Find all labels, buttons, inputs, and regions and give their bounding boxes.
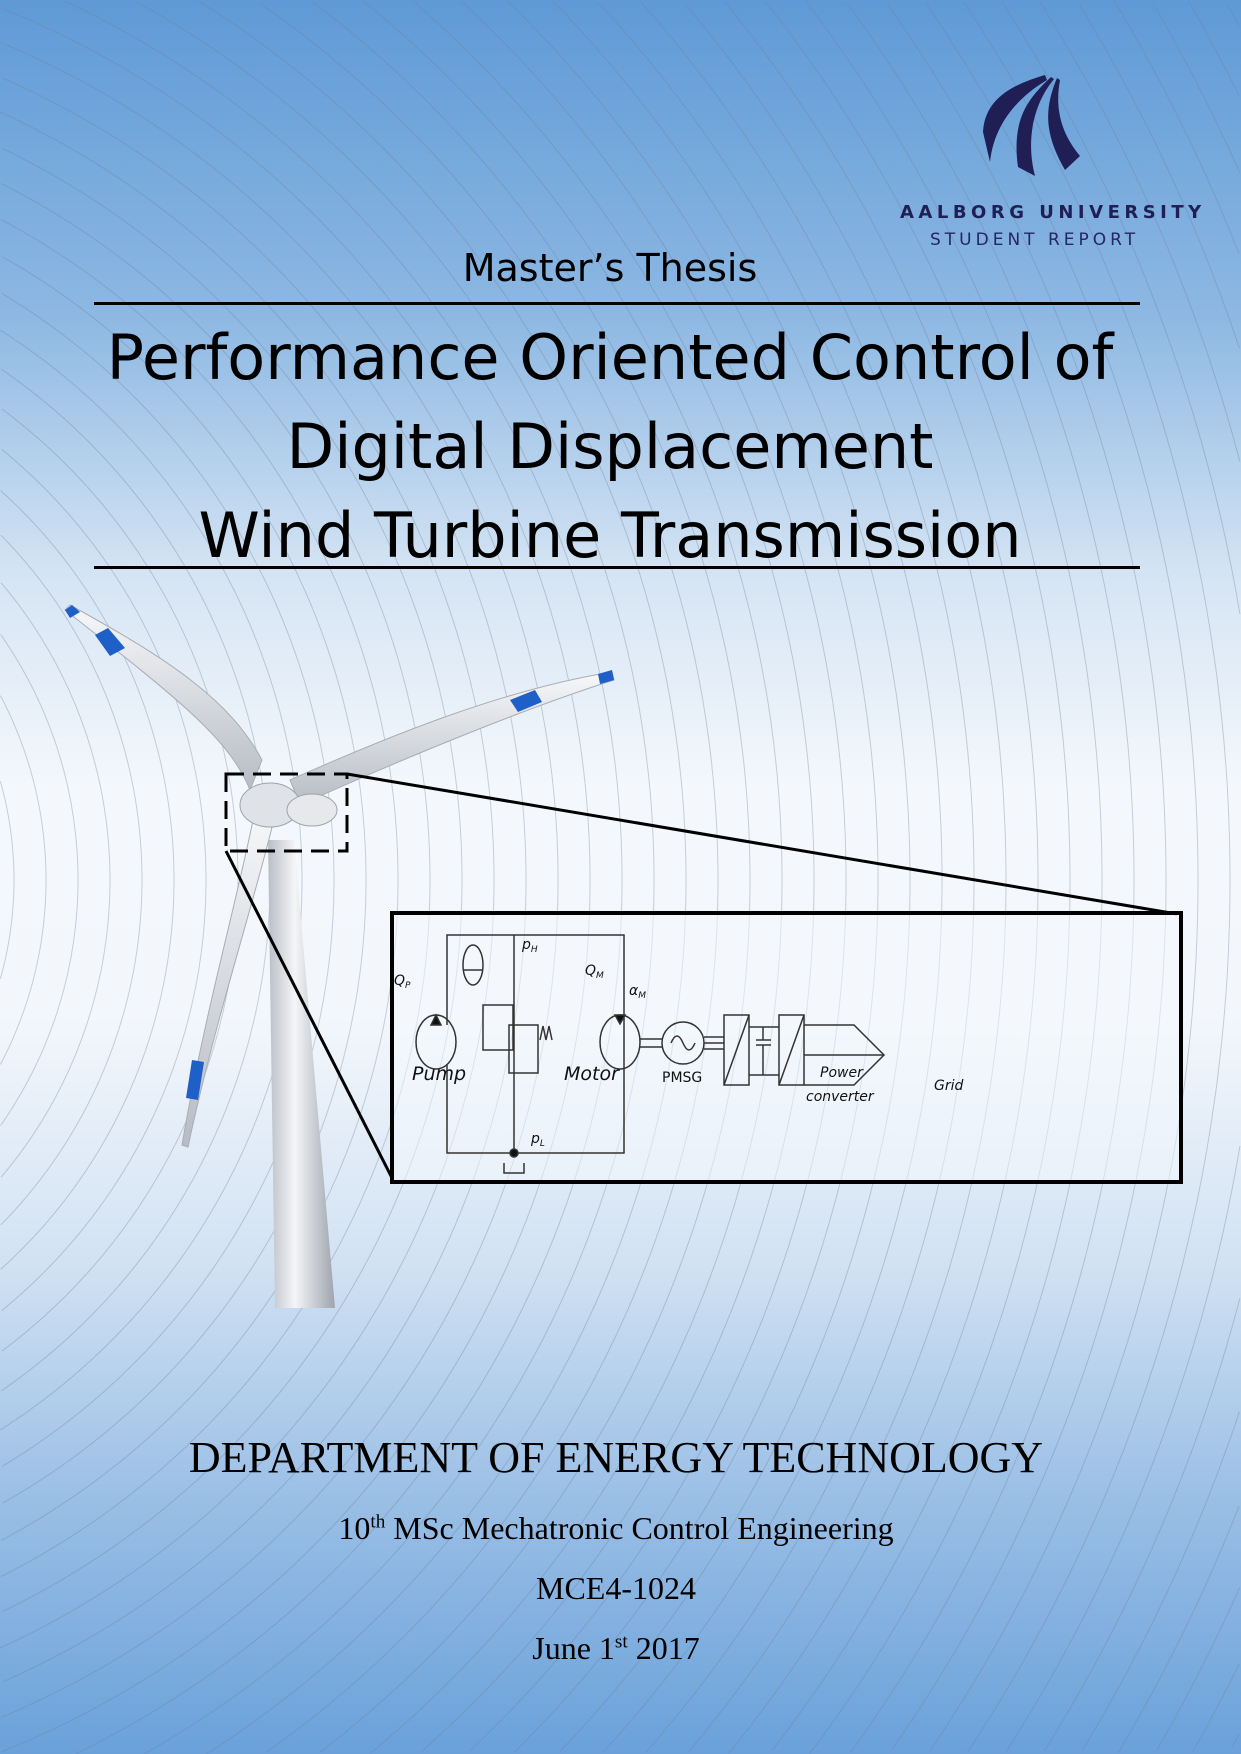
background-arc	[258, 2, 719, 1753]
thesis-title: Performance Oriented Control of Digital …	[0, 313, 1220, 580]
tank-symbol	[503, 1163, 525, 1174]
date: June 1st 2017	[532, 1630, 700, 1666]
blade	[64, 604, 263, 792]
inverter-symbol	[778, 1014, 805, 1086]
background-arc	[1, 408, 239, 1352]
background-arc	[2, 148, 463, 1612]
background-arc	[0, 582, 111, 1178]
background-arc	[2, 256, 367, 1504]
background-arc	[0, 534, 143, 1226]
background-arc	[0, 490, 175, 1270]
background-arc	[963, 1, 1231, 1753]
background-arc	[311, 1, 751, 1754]
background-arc	[413, 1, 815, 1753]
blade-stripe	[95, 628, 125, 656]
background-arc	[2, 293, 335, 1467]
hydraulic-circuit-line	[446, 934, 625, 1154]
background-arc	[64, 0, 623, 1754]
background-arc	[846, 2, 1135, 1753]
blade-stripe	[186, 1060, 204, 1100]
background-arc	[0, 42, 559, 1718]
group-number: MCE4-1024	[536, 1570, 696, 1606]
background-arc	[362, 0, 783, 1754]
qm-label: QM	[585, 963, 604, 981]
tower	[268, 840, 335, 1308]
background-arc	[598, 2, 943, 1754]
background-arc	[641, 2, 975, 1754]
power-converter-label: Power	[820, 1065, 864, 1081]
blade-stripe	[598, 670, 614, 684]
background-arc	[0, 329, 303, 1431]
aau-logo-icon	[983, 75, 1080, 176]
pl-label: pL	[530, 1131, 545, 1149]
background-arc	[506, 0, 879, 1753]
programme: 10th MSc Mechatronic Control Engineering	[338, 1510, 894, 1546]
background-arc	[0, 111, 495, 1649]
background-arc	[0, 219, 399, 1541]
background-arc	[1, 449, 207, 1311]
blade	[289, 671, 615, 806]
background-arc	[1078, 4, 1240, 1750]
background-arc	[552, 0, 911, 1752]
background-arc	[684, 3, 1007, 1752]
ph-label: pH	[521, 937, 538, 955]
background-arc	[1152, 3, 1241, 1751]
background-arc	[1113, 0, 1240, 1754]
relief-valve-symbol	[508, 1024, 539, 1074]
wind-turbine-illustration	[64, 604, 1178, 1308]
document-type: Master’s Thesis	[462, 246, 758, 290]
background-arc	[1187, 0, 1240, 1753]
background-arc	[2, 77, 527, 1683]
department: DEPARTMENT OF ENERGY TECHNOLOGY	[188, 1433, 1044, 1482]
pump-label: Pump	[412, 1063, 466, 1085]
zoom-connector-line	[346, 772, 1178, 916]
background-arc	[925, 2, 1199, 1752]
background-arc	[1039, 2, 1241, 1752]
background-arc	[1001, 1, 1241, 1753]
blade-stripe	[510, 690, 542, 712]
title-rule-top	[94, 302, 1140, 305]
background-arc	[1, 7, 591, 1753]
blade	[181, 809, 276, 1148]
background-arc	[136, 1, 655, 1754]
transmission-diagram: QP pH pL QM αM Pump Motor PMSG Power con…	[390, 911, 1183, 1184]
background-arc	[0, 634, 79, 1126]
report-type: STUDENT REPORT	[930, 230, 1140, 250]
background-arc	[461, 1, 847, 1752]
zoom-connector-line	[224, 850, 394, 1179]
alpha-label: αM	[629, 983, 646, 1001]
zoom-region-box	[224, 772, 349, 853]
background-arc	[887, 4, 1167, 1750]
background-arc	[198, 0, 687, 1754]
background-arc	[1227, 5, 1240, 1748]
qp-label: QP	[394, 973, 411, 991]
background-arc	[0, 183, 431, 1577]
accumulator-symbol	[462, 944, 484, 986]
title-line: Digital Displacement	[286, 410, 934, 483]
nacelle	[286, 793, 338, 827]
grid-label: Grid	[934, 1078, 963, 1094]
background-arc	[764, 0, 1071, 1750]
title-rule-bottom	[94, 566, 1140, 569]
title-line: Wind Turbine Transmission	[198, 499, 1022, 572]
title-line: Performance Oriented Control of	[106, 321, 1114, 394]
blade-stripe	[65, 605, 80, 618]
power-converter-label: converter	[806, 1089, 875, 1105]
rectifier-symbol	[723, 1014, 750, 1086]
university-name: AALBORG UNIVERSITY	[900, 202, 1206, 223]
background-arc	[0, 695, 47, 1065]
background-arc	[805, 0, 1103, 1754]
pmsg-label: PMSG	[662, 1070, 702, 1086]
motor-label: Motor	[564, 1063, 620, 1085]
background-arc	[724, 1, 1039, 1754]
background-arc	[0, 781, 15, 979]
